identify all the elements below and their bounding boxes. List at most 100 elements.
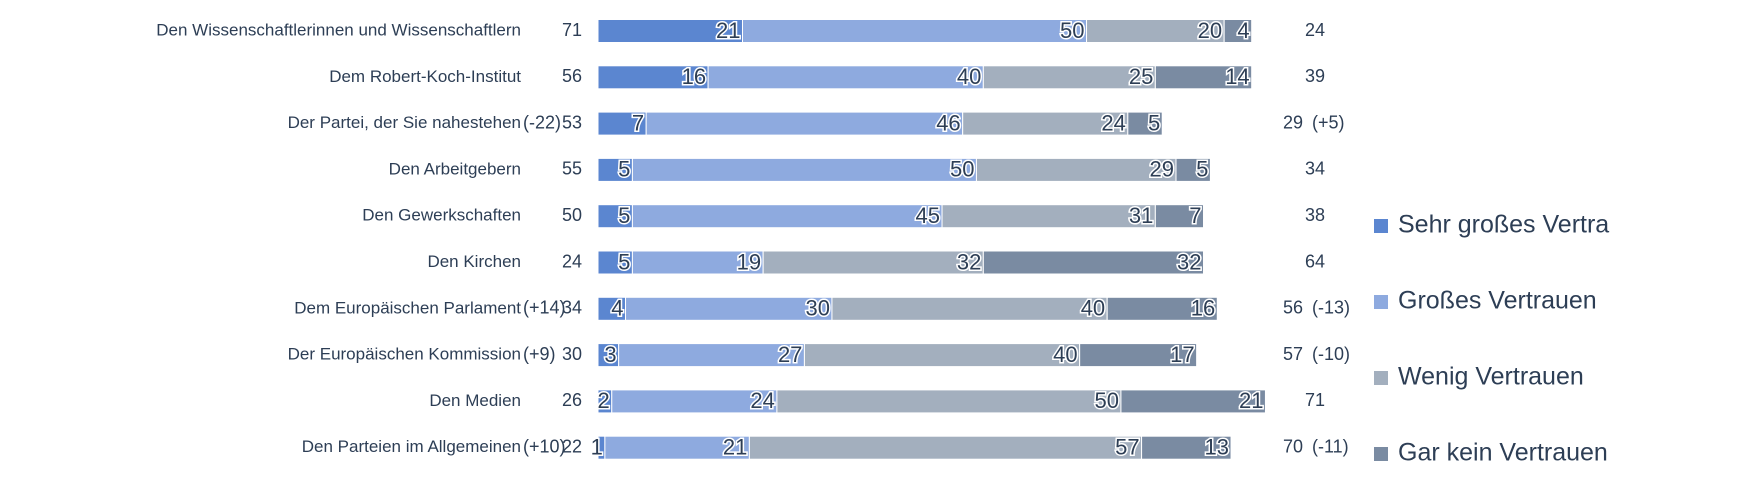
bar-segment — [1175, 157, 1211, 182]
left-total: 55 — [562, 159, 582, 179]
legend-label: Sehr großes Vertra — [1398, 211, 1609, 239]
bar-segment — [618, 343, 805, 368]
segment-label: 4 — [611, 296, 623, 321]
segment-label: 5 — [618, 203, 630, 228]
left-total: 34 — [562, 298, 582, 318]
bar-segment — [776, 389, 1122, 414]
segment-label: 5 — [1148, 110, 1160, 135]
category-label: Den Kirchen — [427, 252, 521, 271]
segment-label: 32 — [1177, 249, 1201, 274]
segment-label: 57 — [1115, 435, 1139, 460]
bar-segment — [741, 19, 1088, 43]
bar-segment — [748, 435, 1143, 460]
segment-label: 7 — [1189, 203, 1201, 228]
bar-segment — [1079, 343, 1198, 368]
right-total: 64 — [1305, 251, 1325, 271]
segment-label: 30 — [805, 296, 829, 321]
segment-label: 2 — [598, 388, 610, 413]
segment-label: 32 — [957, 249, 981, 274]
segment-label: 17 — [1170, 342, 1194, 367]
right-total: 34 — [1305, 159, 1325, 179]
left-total: 56 — [562, 66, 582, 86]
left-total: 24 — [562, 251, 582, 271]
segment-label: 25 — [1129, 64, 1153, 89]
category-label: Den Parteien im Allgemeinen — [302, 437, 521, 456]
bar-segment — [941, 204, 1156, 229]
left-change: (+9) — [523, 344, 556, 364]
segment-label: 24 — [750, 388, 774, 413]
segment-label: 45 — [916, 203, 940, 228]
right-total: 38 — [1305, 205, 1325, 225]
right-total: 39 — [1305, 66, 1325, 86]
left-total: 50 — [562, 205, 582, 225]
segment-label: 13 — [1205, 435, 1229, 460]
right-total: 71 — [1305, 390, 1325, 410]
right-total: 29 — [1283, 112, 1303, 132]
segment-label: 3 — [604, 342, 616, 367]
right-total: 24 — [1305, 20, 1325, 40]
legend-label: Gar kein Vertrauen — [1398, 439, 1608, 467]
segment-label: 21 — [723, 435, 747, 460]
legend-swatch — [1374, 371, 1388, 385]
category-label: Dem Robert-Koch-Institut — [329, 67, 521, 86]
segment-label: 5 — [618, 249, 630, 274]
bar-segment — [1120, 389, 1266, 414]
category-label: Den Gewerkschaften — [362, 206, 521, 225]
bar-segment — [645, 111, 964, 136]
segment-label: 16 — [682, 64, 706, 89]
category-label: Der Europäischen Kommission — [288, 345, 521, 364]
segment-label: 5 — [618, 157, 630, 182]
left-total: 71 — [562, 20, 582, 40]
bar-segment — [1141, 435, 1232, 460]
category-label: Den Medien — [429, 391, 521, 410]
segment-label: 40 — [1053, 342, 1077, 367]
segment-label: 40 — [1081, 296, 1105, 321]
left-change: (-22) — [523, 112, 561, 132]
left-change: (+10) — [523, 436, 566, 456]
bar-segment — [975, 157, 1177, 182]
bar-segment — [1154, 65, 1253, 90]
category-label: Der Partei, der Sie nahestehen — [288, 113, 521, 132]
segment-label: 50 — [1060, 18, 1084, 43]
segment-label: 24 — [1101, 110, 1125, 135]
right-total: 70 — [1283, 436, 1303, 456]
category-label: Den Arbeitgebern — [389, 159, 521, 178]
category-label: Dem Europäischen Parlament — [294, 298, 521, 317]
right-change: (-13) — [1312, 298, 1350, 318]
left-total: 22 — [562, 436, 582, 456]
segment-label: 7 — [632, 110, 644, 135]
segment-label: 5 — [1196, 157, 1208, 182]
segment-label: 16 — [1191, 296, 1215, 321]
segment-label: 20 — [1198, 18, 1222, 43]
legend-label: Wenig Vertrauen — [1398, 363, 1584, 391]
bar-segment — [1223, 19, 1253, 43]
segment-label: 21 — [1239, 388, 1263, 413]
segment-label: 46 — [936, 110, 960, 135]
segment-label: 29 — [1150, 157, 1174, 182]
left-change: (+14) — [523, 298, 566, 318]
bar-segment — [1154, 204, 1205, 229]
bar-segment — [1106, 296, 1218, 321]
segment-label: 40 — [957, 64, 981, 89]
bar-segment — [982, 250, 1205, 275]
bar-segment — [707, 65, 984, 90]
bar-segment — [631, 204, 943, 229]
segment-label: 1 — [591, 435, 603, 460]
right-total: 57 — [1283, 344, 1303, 364]
segment-label: 31 — [1129, 203, 1153, 228]
right-change: (+5) — [1312, 112, 1345, 132]
segment-label: 19 — [737, 249, 761, 274]
left-total: 53 — [562, 112, 582, 132]
bar-segment — [1127, 111, 1163, 136]
left-total: 30 — [562, 344, 582, 364]
segment-label: 4 — [1237, 18, 1249, 43]
legend-swatch — [1374, 219, 1388, 233]
segment-label: 27 — [778, 342, 802, 367]
segment-label: 21 — [716, 18, 740, 43]
left-total: 26 — [562, 390, 582, 410]
bar-segment — [803, 343, 1081, 368]
segment-label: 14 — [1225, 64, 1249, 89]
bar-segment — [831, 296, 1108, 321]
bar-segment — [762, 250, 984, 275]
